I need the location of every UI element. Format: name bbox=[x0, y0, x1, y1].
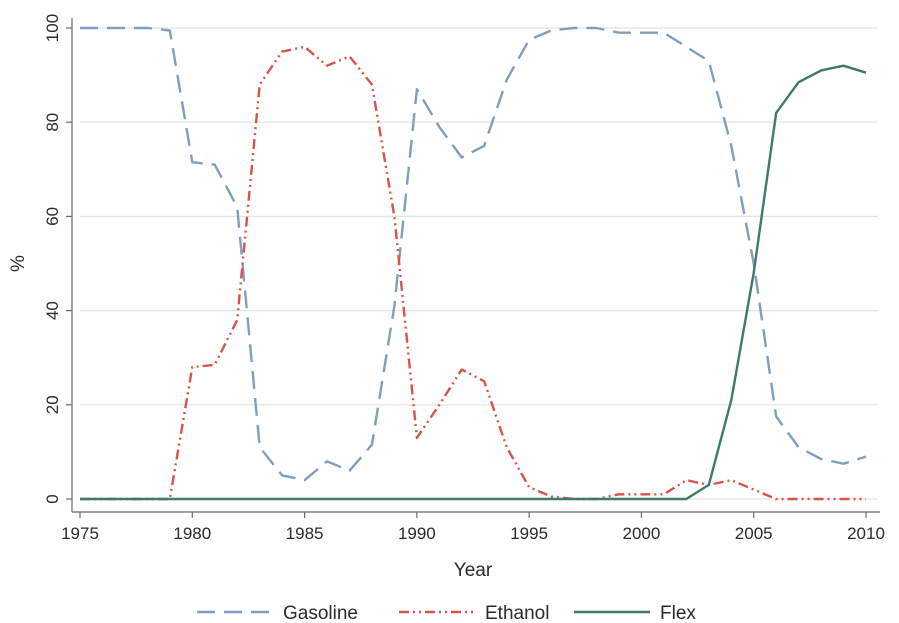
legend: Gasoline Ethanol Flex bbox=[197, 603, 696, 623]
series-line-ethanol bbox=[80, 45, 866, 501]
axes: 0 20 40 60 80 100 1975 1980 1985 1990 1995 2000 2005… bbox=[43, 14, 885, 543]
x-tick-label: 1995 bbox=[510, 524, 548, 543]
legend-label-flex: Flex bbox=[660, 603, 696, 623]
x-tick-label: 1975 bbox=[61, 524, 99, 543]
x-axis-title: Year bbox=[454, 560, 493, 581]
series-line-flex bbox=[80, 64, 867, 501]
y-tick-label: 100 bbox=[43, 14, 62, 42]
gridlines bbox=[80, 27, 878, 500]
y-tick-label: 60 bbox=[43, 207, 62, 226]
y-tick-label: 40 bbox=[43, 301, 62, 320]
x-tick-label: 1990 bbox=[398, 524, 436, 543]
legend-label-ethanol: Ethanol bbox=[485, 603, 549, 623]
x-tick-label: 2000 bbox=[623, 524, 661, 543]
y-tick-label: 80 bbox=[43, 113, 62, 132]
x-tick-label: 2010 bbox=[847, 524, 885, 543]
y-axis-title: % bbox=[8, 255, 29, 272]
x-tick-label: 2005 bbox=[735, 524, 773, 543]
series-lines bbox=[80, 26, 867, 501]
series-line-gasoline bbox=[80, 26, 867, 482]
legend-label-gasoline: Gasoline bbox=[283, 603, 358, 623]
y-tick-label: 20 bbox=[43, 395, 62, 414]
x-tick-label: 1985 bbox=[286, 524, 324, 543]
x-tick-label: 1980 bbox=[173, 524, 211, 543]
y-tick-label: 0 bbox=[43, 494, 62, 503]
